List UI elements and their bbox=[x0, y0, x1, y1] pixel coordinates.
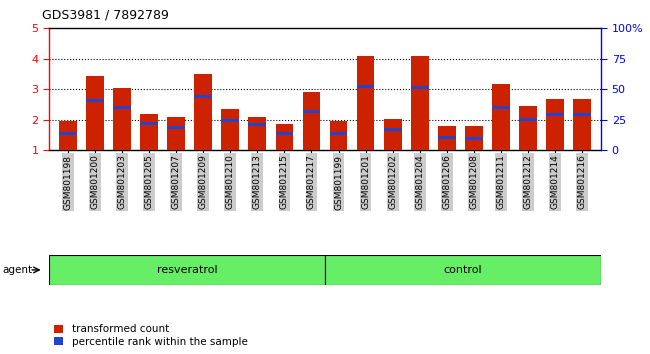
Bar bbox=[330, 132, 347, 135]
Text: GDS3981 / 7892789: GDS3981 / 7892789 bbox=[42, 8, 169, 21]
Bar bbox=[465, 126, 483, 150]
Bar bbox=[438, 126, 456, 150]
Bar bbox=[222, 109, 239, 150]
Bar bbox=[140, 114, 158, 150]
Bar bbox=[357, 56, 374, 150]
Bar bbox=[59, 132, 77, 135]
Bar bbox=[248, 123, 266, 126]
Bar bbox=[113, 88, 131, 150]
Bar bbox=[411, 86, 428, 89]
Bar bbox=[330, 121, 347, 150]
Legend: transformed count, percentile rank within the sample: transformed count, percentile rank withi… bbox=[54, 324, 248, 347]
Bar bbox=[492, 105, 510, 109]
Bar bbox=[86, 76, 103, 150]
Bar bbox=[113, 106, 131, 109]
Text: resveratrol: resveratrol bbox=[157, 265, 217, 275]
Bar bbox=[519, 105, 537, 150]
Bar bbox=[167, 126, 185, 129]
Text: agent: agent bbox=[2, 265, 32, 275]
Bar bbox=[573, 98, 591, 150]
Bar bbox=[194, 74, 212, 150]
Bar bbox=[384, 119, 402, 150]
Bar bbox=[276, 124, 293, 150]
Bar bbox=[519, 118, 537, 121]
Bar bbox=[438, 136, 456, 139]
Bar bbox=[547, 113, 564, 116]
Bar bbox=[547, 98, 564, 150]
Bar bbox=[222, 119, 239, 122]
Bar bbox=[411, 56, 428, 150]
Bar bbox=[303, 110, 320, 113]
Bar bbox=[357, 85, 374, 88]
Bar bbox=[49, 255, 325, 285]
Bar bbox=[384, 128, 402, 131]
Bar bbox=[248, 116, 266, 150]
Bar bbox=[86, 98, 103, 102]
Bar bbox=[303, 92, 320, 150]
Bar bbox=[194, 95, 212, 98]
Bar bbox=[59, 121, 77, 150]
Bar bbox=[573, 113, 591, 116]
Bar bbox=[465, 137, 483, 141]
Text: control: control bbox=[444, 265, 482, 275]
Bar bbox=[492, 84, 510, 150]
Bar bbox=[140, 122, 158, 125]
Bar bbox=[325, 255, 601, 285]
Bar bbox=[276, 132, 293, 135]
Bar bbox=[167, 117, 185, 150]
